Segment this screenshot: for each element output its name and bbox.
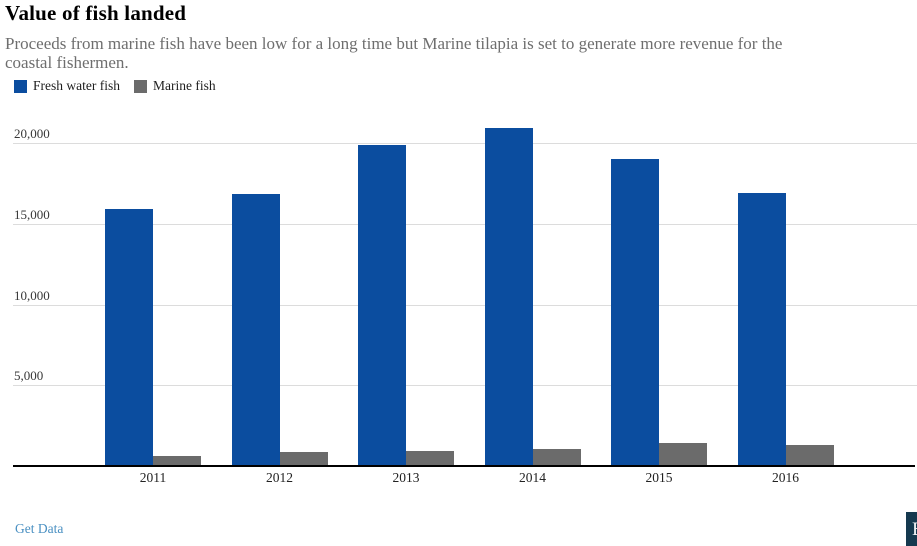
bar-marine-fish-2012[interactable] (279, 452, 328, 466)
bar-marine-fish-2011[interactable] (153, 456, 201, 466)
bar-fresh-water-fish-2012[interactable] (231, 193, 280, 466)
page-title: Value of fish landed (5, 1, 187, 25)
chart-legend: Fresh water fish Marine fish (14, 78, 230, 94)
bar-fresh-water-fish-2016[interactable] (737, 193, 786, 466)
gridline-10000 (13, 304, 917, 306)
y-axis-label-20000: 20,000 (14, 126, 50, 141)
y-axis-label-10000: 10,000 (14, 287, 50, 303)
publisher-logo-letter: B (912, 519, 917, 541)
legend-swatch-fresh-water-fish-icon (14, 79, 27, 93)
subtitle-line-2: coastal fishermen. (5, 53, 129, 72)
x-axis-line (13, 465, 915, 467)
gridline-20000 (13, 143, 917, 144)
x-axis-label-2011: 2011 (139, 470, 167, 485)
x-axis-label-2015: 2015 (645, 470, 673, 485)
legend-item-fresh-water-fish: Fresh water fish (14, 78, 120, 94)
x-axis-label-2013: 2013 (392, 470, 420, 485)
publisher-logo[interactable]: B (906, 512, 917, 546)
legend-item-marine-fish: Marine fish (133, 78, 216, 94)
get-data-link[interactable]: Get Data (15, 521, 64, 536)
chart-subtitle: Proceeds from marine fish have been low … (5, 34, 915, 72)
legend-label-fresh-water-fish: Fresh water fish (33, 78, 120, 93)
x-axis-label-2014: 2014 (519, 470, 546, 485)
x-axis-label-2012: 2012 (266, 470, 293, 485)
legend-swatch-marine-fish-icon (133, 79, 147, 93)
bar-fresh-water-fish-2014[interactable] (484, 128, 533, 466)
y-axis-label-15000: 15,000 (14, 206, 50, 222)
bar-marine-fish-2014[interactable] (532, 449, 581, 466)
bar-fresh-water-fish-2011[interactable] (105, 209, 153, 466)
x-axis-label-2016: 2016 (772, 470, 799, 485)
bar-marine-fish-2015[interactable] (659, 443, 707, 466)
y-axis-label-5000: 5,000 (14, 368, 44, 384)
subtitle-line-1: Proceeds from marine fish have been low … (5, 34, 783, 53)
legend-label-marine-fish: Marine fish (152, 78, 216, 93)
bar-fresh-water-fish-2015[interactable] (611, 159, 659, 466)
gridline-5000 (13, 385, 917, 387)
bar-fresh-water-fish-2013[interactable] (358, 144, 406, 466)
gridline-15000 (13, 223, 917, 225)
bar-marine-fish-2016[interactable] (785, 445, 834, 466)
bar-marine-fish-2013[interactable] (406, 450, 454, 466)
